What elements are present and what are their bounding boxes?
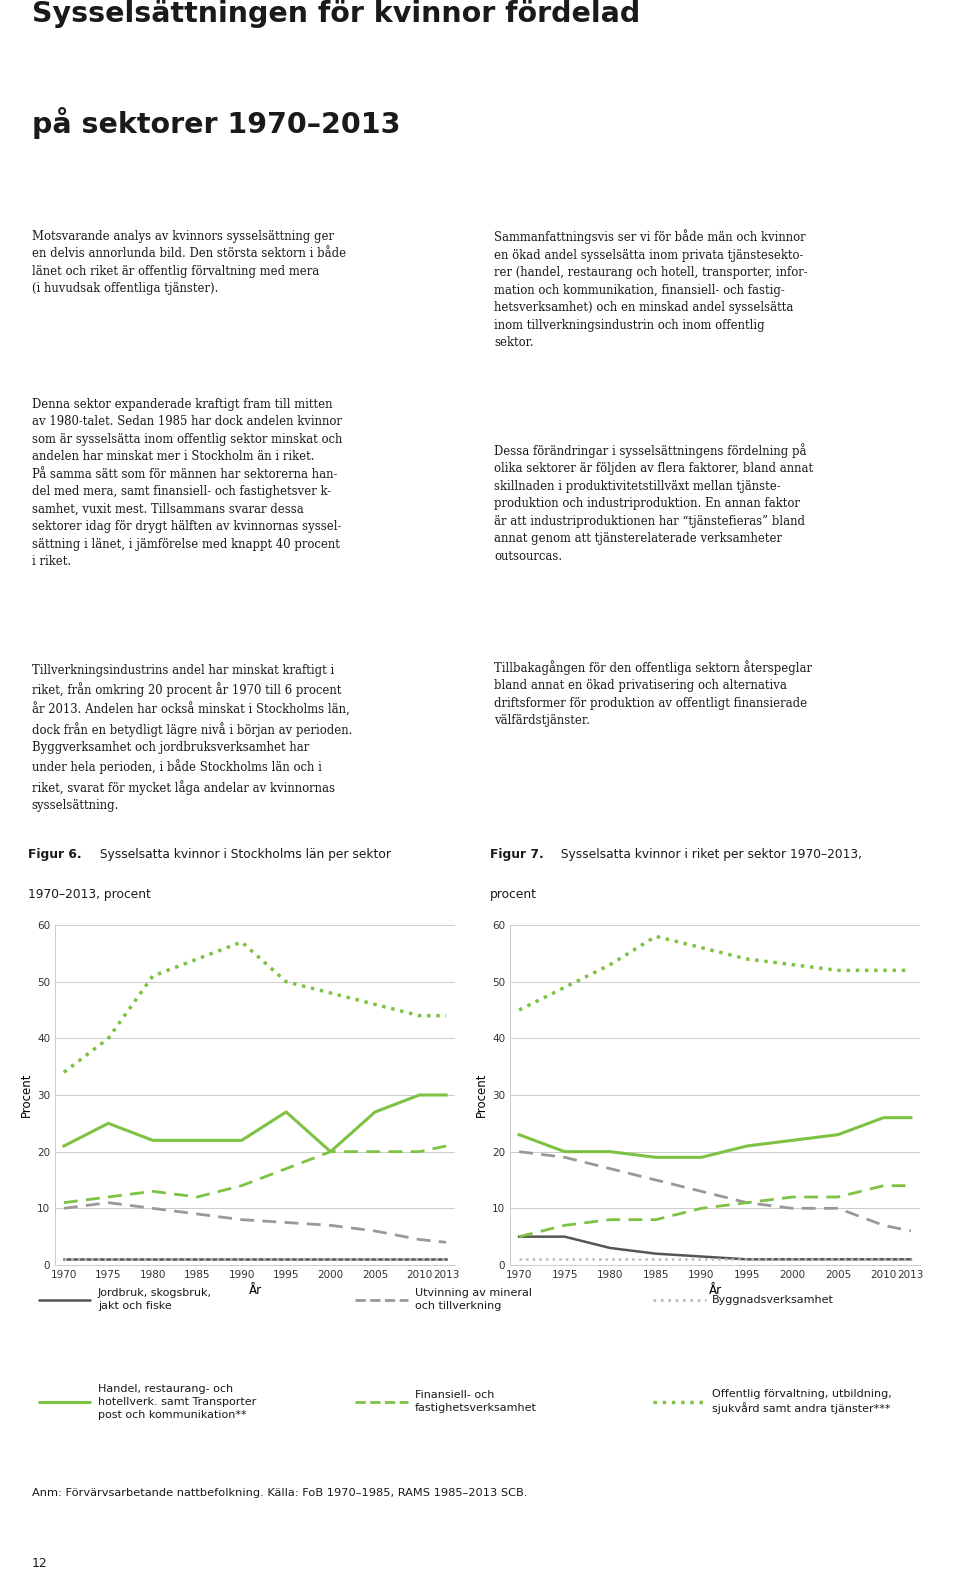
Text: Offentlig förvaltning, utbildning,
sjukvård samt andra tjänster***: Offentlig förvaltning, utbildning, sjukv… xyxy=(712,1390,892,1415)
Y-axis label: Procent: Procent xyxy=(20,1073,33,1118)
Y-axis label: Procent: Procent xyxy=(475,1073,488,1118)
Text: Handel, restaurang- och
hotellverk. samt Transporter
post och kommunikation**: Handel, restaurang- och hotellverk. samt… xyxy=(98,1383,256,1420)
Text: Tillbakagången för den offentliga sektorn återspeglar
bland annat en ökad privat: Tillbakagången för den offentliga sektor… xyxy=(494,661,812,727)
X-axis label: År: År xyxy=(249,1284,261,1296)
Text: Denna sektor expanderade kraftigt fram till mitten
av 1980-talet. Sedan 1985 har: Denna sektor expanderade kraftigt fram t… xyxy=(32,398,342,568)
Text: Sysselsatta kvinnor i riket per sektor 1970–2013,: Sysselsatta kvinnor i riket per sektor 1… xyxy=(558,847,862,862)
Text: Jordbruk, skogsbruk,
jakt och fiske: Jordbruk, skogsbruk, jakt och fiske xyxy=(98,1289,212,1311)
Text: Tillverkningsindustrins andel har minskat kraftigt i
riket, från omkring 20 proc: Tillverkningsindustrins andel har minska… xyxy=(32,664,352,813)
Text: Byggnadsverksamhet: Byggnadsverksamhet xyxy=(712,1295,834,1304)
Text: Sammanfattningsvis ser vi för både män och kvinnor
en ökad andel sysselsätta ino: Sammanfattningsvis ser vi för både män o… xyxy=(494,229,808,349)
Text: Anm: Förvärvsarbetande nattbefolkning. Källa: FoB 1970–1985, RAMS 1985–2013 SCB.: Anm: Förvärvsarbetande nattbefolkning. K… xyxy=(32,1488,527,1499)
Text: Utvinning av mineral
och tillverkning: Utvinning av mineral och tillverkning xyxy=(415,1289,532,1311)
Text: Sysselsättningen för kvinnor fördelad: Sysselsättningen för kvinnor fördelad xyxy=(32,0,640,28)
Text: 1970–2013, procent: 1970–2013, procent xyxy=(28,889,151,901)
Text: procent: procent xyxy=(490,889,537,901)
Text: Figur 7.: Figur 7. xyxy=(490,847,543,862)
Text: Figur 6.: Figur 6. xyxy=(28,847,82,862)
Text: på sektorer 1970–2013: på sektorer 1970–2013 xyxy=(32,106,400,139)
Text: Dessa förändringar i sysselsättningens fördelning på
olika sektorer är följden a: Dessa förändringar i sysselsättningens f… xyxy=(494,443,813,563)
Text: Sysselsatta kvinnor i Stockholms län per sektor: Sysselsatta kvinnor i Stockholms län per… xyxy=(96,847,391,862)
Text: Finansiell- och
fastighetsverksamhet: Finansiell- och fastighetsverksamhet xyxy=(415,1390,537,1413)
X-axis label: År: År xyxy=(708,1284,722,1296)
Text: 12: 12 xyxy=(32,1557,47,1570)
Text: Motsvarande analys av kvinnors sysselsättning ger
en delvis annorlunda bild. Den: Motsvarande analys av kvinnors sysselsät… xyxy=(32,229,346,296)
